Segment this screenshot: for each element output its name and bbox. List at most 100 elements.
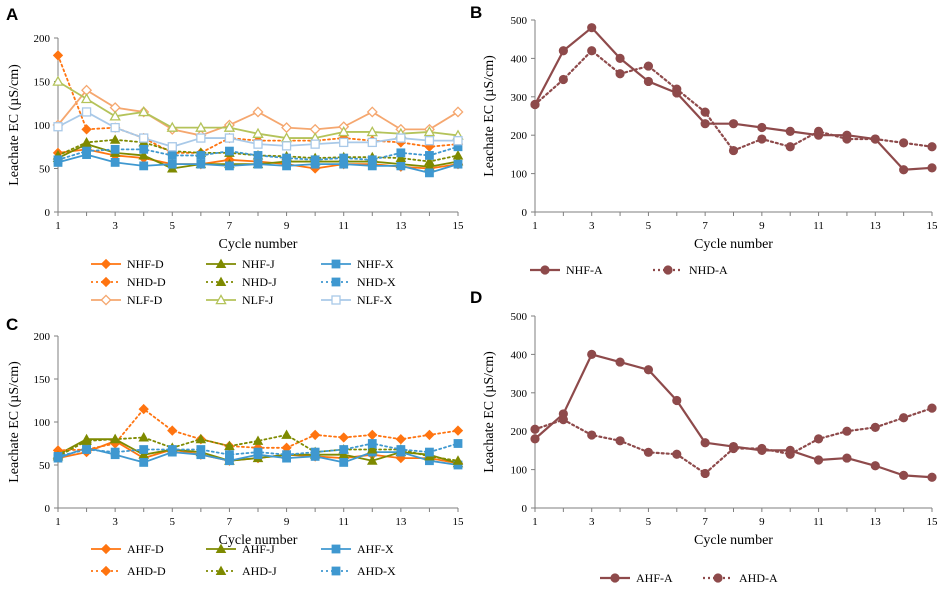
x-tick-label: 7 (227, 220, 233, 232)
data-point (282, 161, 291, 171)
data-point (366, 126, 378, 137)
legend-label: NLF-D (127, 293, 163, 307)
data-point (109, 134, 121, 144)
y-tick-label: 500 (511, 15, 528, 27)
legend-label: NHD-D (127, 275, 166, 289)
data-point (452, 425, 464, 436)
data-point (53, 122, 63, 132)
y-tick-label: 400 (511, 53, 528, 65)
panel-label: B (470, 3, 482, 22)
legend-item: AHD-A (703, 571, 778, 585)
data-point (396, 445, 406, 454)
y-tick-label: 100 (511, 465, 528, 477)
data-point (643, 447, 654, 457)
legend: AHF-A AHD-A (600, 571, 778, 585)
legend-item: NHF-J (206, 257, 275, 271)
series-nhd-a (530, 46, 937, 156)
data-point (425, 151, 434, 160)
data-point (52, 75, 64, 86)
legend-item: NHF-X (321, 257, 394, 271)
data-point (338, 126, 350, 137)
x-axis-label: Cycle number (694, 533, 773, 548)
data-point (367, 455, 378, 465)
panel-label: A (6, 5, 18, 24)
data-point (396, 148, 406, 158)
x-tick-label: 7 (702, 220, 708, 232)
x-axis-label: Cycle number (219, 237, 298, 252)
legend-item: AHF-D (91, 542, 164, 556)
y-tick-label: 500 (511, 311, 528, 323)
data-point (196, 133, 206, 143)
x-tick-label: 13 (395, 220, 407, 232)
data-point (80, 92, 93, 104)
data-point (700, 107, 710, 117)
data-point (757, 122, 767, 133)
legend-label: NHF-A (566, 263, 603, 277)
legend-marker (331, 566, 341, 576)
data-point (396, 161, 406, 171)
data-point (425, 447, 434, 457)
data-point (196, 151, 206, 160)
series-nhd-x (53, 142, 463, 165)
x-tick-label: 5 (170, 220, 176, 232)
legend-marker (215, 543, 227, 553)
data-point (82, 445, 91, 454)
legend-label: AHD-X (357, 564, 396, 578)
data-point (425, 168, 434, 178)
data-point (813, 434, 824, 444)
y-tick-label: 50 (39, 164, 51, 176)
legend: NHF-A NHD-A (530, 263, 728, 277)
data-point (424, 156, 435, 166)
panel-label: C (6, 315, 18, 334)
x-tick-label: 13 (870, 516, 882, 528)
data-point (870, 461, 880, 471)
y-tick-label: 400 (511, 349, 528, 361)
legend-label: NHD-J (242, 275, 277, 289)
y-tick-label: 0 (45, 503, 51, 515)
data-point (139, 133, 149, 143)
legend: AHF-D AHF-J AHF-X AHD-D AHD-J AHD-X (91, 542, 396, 578)
data-point (81, 136, 92, 147)
legend-label: NHF-X (357, 257, 394, 271)
legend-marker (215, 294, 227, 305)
legend-item: NLF-J (206, 293, 274, 307)
data-point (196, 159, 206, 169)
data-point (110, 447, 120, 457)
data-point (139, 458, 149, 467)
legend-marker (100, 258, 112, 270)
data-point (138, 403, 149, 415)
data-point (587, 46, 597, 56)
data-point (395, 434, 407, 445)
data-point (253, 151, 263, 160)
data-point (139, 445, 149, 454)
x-tick-label: 9 (759, 516, 765, 528)
data-point (728, 119, 739, 129)
legend-item: NHF-A (530, 263, 603, 277)
y-tick-label: 300 (511, 388, 528, 400)
data-point (225, 146, 234, 156)
data-point (252, 106, 264, 118)
legend-label: AHF-J (242, 542, 275, 556)
data-point (53, 155, 63, 165)
y-tick-label: 50 (39, 460, 51, 472)
y-tick-label: 100 (34, 120, 51, 132)
data-point (587, 430, 597, 440)
data-point (842, 426, 852, 436)
data-point (195, 121, 207, 132)
data-point (643, 76, 654, 87)
series-ahf-a (530, 349, 937, 482)
legend-label: AHF-X (357, 542, 394, 556)
data-point (224, 440, 235, 451)
data-point (899, 165, 909, 175)
data-point (139, 144, 149, 154)
data-point (139, 161, 149, 171)
legend-item: NHF-D (91, 257, 164, 271)
x-tick-label: 9 (759, 220, 765, 232)
data-point (728, 145, 739, 156)
legend-label: NHF-D (127, 257, 164, 271)
x-tick-label: 1 (55, 220, 61, 232)
series-line (533, 353, 934, 479)
data-point (672, 395, 682, 406)
